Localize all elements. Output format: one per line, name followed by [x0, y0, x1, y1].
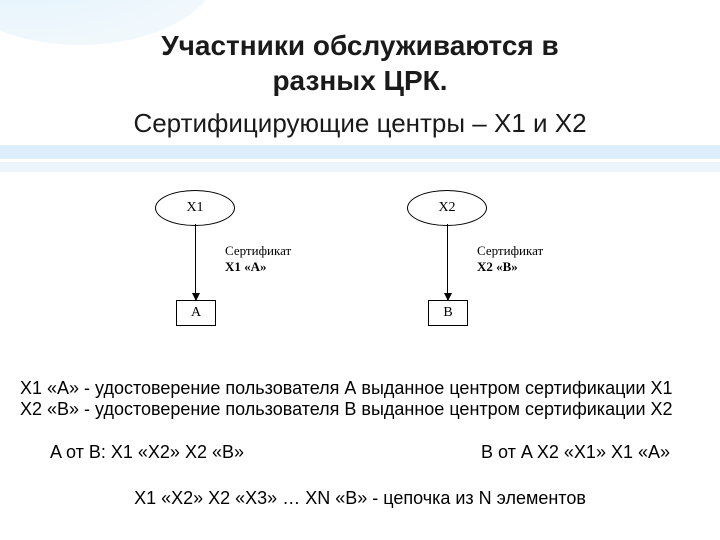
chain-text: X1 «X2» X2 «X3» … XN «B» - цепочка из N …: [0, 488, 720, 509]
edge-x1-a-label: Сертификат X1 «A»: [225, 243, 291, 274]
node-b: B: [428, 300, 468, 326]
note-line-1: X1 «A» - удостоверение пользователя А вы…: [20, 378, 700, 399]
node-a-label: A: [191, 305, 201, 321]
node-x2: X2: [407, 190, 487, 226]
node-a: A: [176, 300, 216, 326]
formula-right: B от A X2 «X1» X1 «A»: [481, 442, 670, 463]
slide-title-line1: Участники обслуживаются в: [161, 30, 559, 61]
edge-x1-a-label-line2: X1 «A»: [225, 259, 291, 275]
diagram: X1 X2 Сертификат X1 «A» Сертификат X2 «B…: [0, 180, 720, 355]
edge-x2-b-label-line1: Сертификат: [477, 243, 543, 259]
node-x1: X1: [155, 190, 235, 226]
edge-x2-b-label: Сертификат X2 «B»: [477, 243, 543, 274]
edge-x2-b-label-line2: X2 «B»: [477, 259, 543, 275]
definition-notes: X1 «A» - удостоверение пользователя А вы…: [20, 378, 700, 420]
node-x2-label: X2: [438, 200, 455, 216]
node-x1-label: X1: [186, 200, 203, 216]
bg-ribbon-2: [0, 162, 720, 172]
bg-ribbon-1: [0, 145, 720, 159]
note-line-2: X2 «B» - удостоверение пользователя В вы…: [20, 399, 700, 420]
slide-subtitle: Сертифицирующие центры – X1 и X2: [0, 108, 720, 139]
formula-left: A от В: X1 «X2» X2 «B»: [50, 442, 244, 463]
edge-x1-a-label-line1: Сертификат: [225, 243, 291, 259]
formula-row: A от В: X1 «X2» X2 «B» B от A X2 «X1» X1…: [0, 442, 720, 463]
slide: Участники обслуживаются в разных ЦРК. Се…: [0, 0, 720, 540]
edge-x2-b: [447, 224, 448, 300]
slide-title: Участники обслуживаются в разных ЦРК.: [0, 28, 720, 98]
slide-title-line2: разных ЦРК.: [272, 65, 447, 96]
node-b-label: B: [443, 305, 452, 321]
edge-x1-a: [195, 224, 196, 300]
